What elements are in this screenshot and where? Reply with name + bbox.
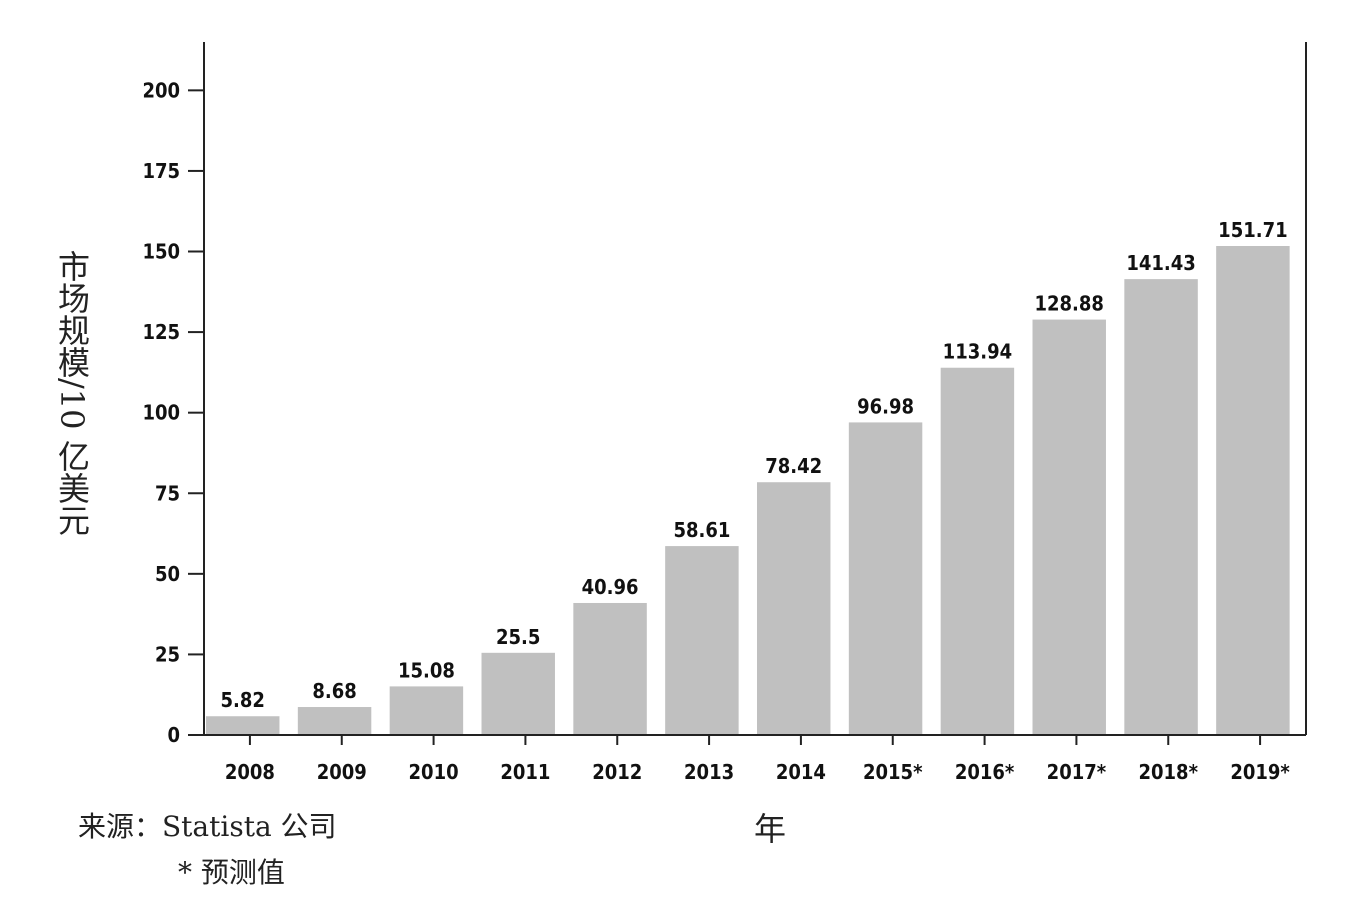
x-tick-label: 2008 [225, 760, 275, 784]
bar-2012 [573, 602, 647, 735]
x-tick-label: 2016* [955, 760, 1015, 784]
labels-layer: 5.82 2008 8.68 2009 15.08 2010 25.5 2011 40.96 20… [142, 78, 1290, 784]
bar-2013 [665, 546, 739, 735]
y-tick-label: 25 [155, 642, 180, 666]
x-tick-label: 2012 [592, 760, 642, 784]
x-tick-label: 2010 [409, 760, 459, 784]
y-tick-label: 200 [142, 78, 180, 102]
x-tick-label: 2014 [776, 760, 826, 784]
x-tick-label: 2015* [863, 760, 923, 784]
x-tick-label: 2013 [684, 760, 734, 784]
bar-2019 [1216, 245, 1290, 735]
y-tick-label: 0 [167, 723, 180, 747]
data-label: 25.5 [496, 625, 540, 649]
data-label: 40.96 [582, 575, 639, 599]
data-label: 128.88 [1035, 292, 1104, 316]
y-axis-title: 市场规模/10 亿美元 [53, 250, 91, 536]
x-tick-label: 2019* [1230, 760, 1290, 784]
source-note: 来源：Statista 公司 [78, 810, 337, 843]
data-label: 96.98 [857, 394, 914, 418]
forecast-note: * 预测值 [178, 856, 285, 889]
bar-2016 [940, 367, 1015, 735]
data-label: 8.68 [312, 679, 356, 703]
x-tick-label: 2018* [1139, 760, 1199, 784]
bar-2017 [1032, 319, 1106, 735]
bar-2014 [757, 482, 831, 735]
bars-layer [206, 245, 1290, 735]
y-tick-label: 125 [142, 320, 180, 344]
data-label: 15.08 [398, 658, 455, 682]
bar-2010 [389, 686, 464, 735]
x-tick-label: 2011 [500, 760, 550, 784]
y-tick-label: 100 [142, 401, 180, 425]
data-label: 113.94 [943, 340, 1012, 364]
data-label: 5.82 [221, 688, 265, 712]
bar-2009 [297, 707, 372, 735]
x-tick-label: 2017* [1047, 760, 1107, 784]
y-tick-label: 150 [142, 240, 180, 264]
axes-layer [188, 42, 1307, 745]
data-label: 78.42 [765, 454, 822, 478]
y-tick-label: 50 [155, 562, 180, 586]
data-label: 58.61 [673, 518, 730, 542]
y-tick-label: 175 [142, 159, 180, 183]
bar-2018 [1124, 279, 1198, 735]
bar-2008 [206, 716, 280, 735]
x-tick-label: 2009 [317, 760, 367, 784]
bar-2011 [481, 652, 555, 735]
data-label: 151.71 [1218, 218, 1287, 242]
x-axis-title: 年 [754, 810, 786, 848]
y-tick-label: 75 [155, 481, 180, 505]
bar-2015 [848, 422, 923, 735]
data-label: 141.43 [1126, 251, 1195, 275]
